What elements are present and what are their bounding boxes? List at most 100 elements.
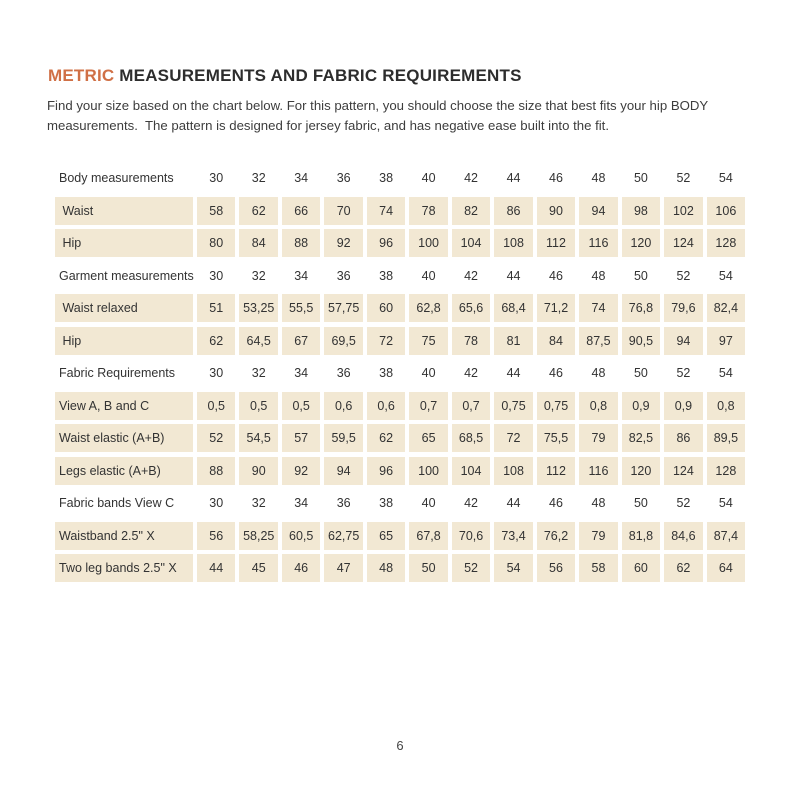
size-header-cell: 40 — [421, 496, 436, 510]
value-cell: 52 — [451, 554, 491, 582]
size-header-cell: 44 — [506, 496, 521, 510]
size-header-cell: 38 — [379, 366, 394, 380]
row-label: Legs elastic (A+B) — [55, 456, 193, 485]
value-cell: 76,8 — [621, 294, 661, 322]
value-cell: 75 — [409, 326, 448, 355]
size-header-cell: 50 — [633, 366, 648, 380]
size-header-cell: 50 — [633, 268, 648, 283]
value-cell: 84 — [239, 229, 278, 257]
value-cell: 58 — [579, 554, 618, 582]
size-header-cell: 40 — [421, 268, 436, 283]
page-number: 6 — [396, 738, 404, 753]
size-header-cell: 54 — [718, 366, 733, 380]
size-header-cell: 34 — [294, 268, 309, 283]
value-cell: 68,5 — [451, 424, 491, 452]
size-header-cell: 48 — [591, 171, 606, 185]
value-cell: 54,5 — [239, 424, 278, 452]
size-header-cell: 36 — [336, 268, 351, 283]
size-header-cell: 46 — [549, 366, 563, 380]
value-cell: 65 — [366, 521, 406, 550]
value-cell: 81 — [494, 326, 533, 355]
size-header-cell: 34 — [294, 171, 309, 185]
value-cell: 47 — [324, 554, 363, 582]
value-cell: 64,5 — [239, 326, 278, 355]
value-cell: 79,6 — [664, 294, 703, 322]
value-cell: 112 — [536, 229, 576, 257]
size-header-cell: 32 — [251, 496, 266, 510]
row-label: View A, B and C — [55, 391, 193, 420]
value-cell: 57,75 — [324, 294, 363, 322]
size-header-cell: 52 — [676, 496, 691, 510]
value-cell: 94 — [664, 326, 703, 355]
value-cell: 54 — [494, 554, 533, 582]
value-cell: 80 — [197, 229, 236, 257]
value-cell: 62 — [239, 196, 278, 225]
value-cell: 87,5 — [579, 326, 618, 355]
value-cell: 72 — [494, 424, 533, 452]
size-header-cell: 34 — [294, 496, 309, 510]
value-cell: 0,9 — [664, 391, 703, 420]
value-cell: 90 — [536, 196, 576, 225]
size-header-cell: 54 — [718, 496, 733, 510]
row-label: Waist — [55, 196, 193, 225]
value-cell: 70,6 — [451, 521, 491, 550]
row-label: Hip — [55, 229, 193, 257]
value-cell: 0,7 — [409, 391, 448, 420]
size-header-cell: 52 — [676, 268, 691, 283]
value-cell: 62 — [366, 424, 406, 452]
value-cell: 124 — [664, 229, 703, 257]
value-cell: 0,5 — [281, 391, 321, 420]
value-cell: 116 — [579, 456, 618, 485]
value-cell: 57 — [281, 424, 321, 452]
value-cell: 81,8 — [621, 521, 661, 550]
value-cell: 66 — [281, 196, 321, 225]
size-header-cell: 36 — [336, 366, 351, 380]
size-header-cell: 48 — [591, 496, 606, 510]
table-row: Waist 58 62 66 70 74 78 82 86 90 94 98 102 106 — [55, 196, 746, 225]
size-header-cell: 46 — [549, 496, 563, 510]
size-header-cell: 30 — [209, 366, 224, 380]
value-cell: 56 — [536, 554, 576, 582]
size-header-cell: 46 — [549, 268, 563, 283]
size-header-cell: 40 — [421, 171, 436, 185]
page-title: METRIC MEASUREMENTS AND FABRIC REQUIREME… — [48, 66, 522, 86]
size-header-cell: 30 — [209, 171, 224, 185]
table-row: Legs elastic (A+B) 88 90 92 94 96 100 104 108 112… — [55, 456, 746, 485]
value-cell: 62 — [664, 554, 703, 582]
table-section-header-row: Body measurements 30 32 34 36 38 40 42 44 46 48 50 5… — [55, 164, 745, 192]
table-row: Waistband 2.5" X 56 58,25 60,5 62,75 65 67,8 70… — [55, 521, 746, 550]
value-cell: 100 — [409, 229, 448, 257]
value-cell: 90,5 — [621, 326, 661, 355]
value-cell: 60 — [366, 294, 406, 322]
row-label: Waist relaxed — [55, 294, 193, 322]
value-cell: 55,5 — [281, 294, 321, 322]
value-cell: 69,5 — [324, 326, 363, 355]
value-cell: 124 — [664, 456, 703, 485]
value-cell: 74 — [366, 196, 406, 225]
value-cell: 72 — [366, 326, 406, 355]
value-cell: 120 — [621, 229, 661, 257]
value-cell: 73,4 — [494, 521, 533, 550]
size-header-cell: 52 — [676, 171, 691, 185]
size-table: Body measurements 30 32 34 36 38 40 42 44 46 48 50 5… — [55, 164, 746, 582]
table-section-header-row: Fabric bands View C 30 32 34 36 38 40 42 44 46 48 5… — [55, 489, 745, 517]
value-cell: 88 — [281, 229, 321, 257]
page-title-rest: MEASUREMENTS AND FABRIC REQUIREMENTS — [114, 66, 522, 85]
size-header-cell: 44 — [506, 366, 521, 380]
value-cell: 92 — [324, 229, 363, 257]
size-header-cell: 36 — [336, 171, 351, 185]
value-cell: 104 — [451, 456, 491, 485]
value-cell: 0,5 — [197, 391, 236, 420]
intro-paragraph: Find your size based on the chart below.… — [47, 96, 708, 136]
value-cell: 94 — [324, 456, 363, 485]
value-cell: 64 — [706, 554, 746, 582]
size-header-cell: 38 — [379, 496, 394, 510]
size-header-cell: 42 — [464, 171, 478, 185]
size-header-cell: 54 — [718, 171, 733, 185]
value-cell: 90 — [239, 456, 278, 485]
value-cell: 79 — [579, 424, 618, 452]
size-header-cell: 34 — [294, 366, 309, 380]
value-cell: 60 — [621, 554, 661, 582]
value-cell: 0,6 — [324, 391, 363, 420]
table-row: Hip 80 84 88 92 96 100 104 108 112 116 120 124 128 — [55, 229, 746, 257]
